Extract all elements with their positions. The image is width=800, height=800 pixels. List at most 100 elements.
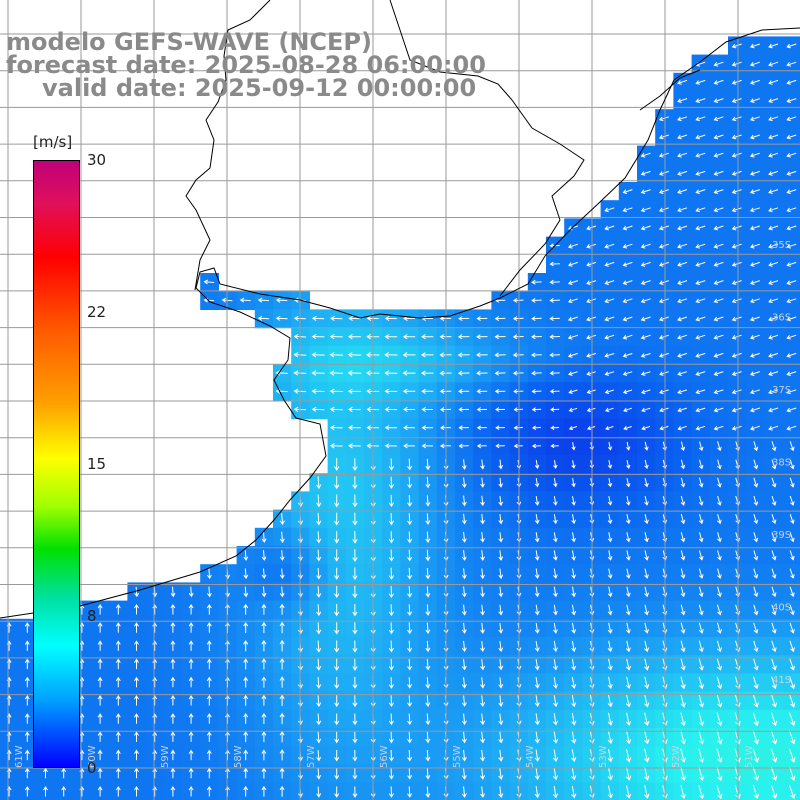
wind-arrow	[170, 767, 176, 779]
wind-arrow	[786, 316, 797, 322]
wind-arrow	[407, 531, 413, 544]
wind-arrow	[152, 676, 158, 688]
wind-arrow	[768, 261, 779, 267]
wind-arrow	[152, 694, 158, 706]
wind-arrow	[786, 116, 797, 122]
wind-arrow	[680, 712, 686, 727]
wind-arrow	[134, 713, 139, 724]
wind-arrow	[713, 79, 724, 85]
wind-arrow	[622, 353, 633, 358]
wind-arrow	[713, 352, 724, 358]
wind-arrow	[571, 442, 576, 451]
wind-arrow	[768, 316, 779, 322]
wind-arrow	[498, 659, 504, 671]
wind-arrow	[625, 712, 632, 726]
latitude-label: 35S	[772, 240, 791, 251]
wind-arrow	[206, 640, 212, 651]
wind-arrow	[476, 407, 488, 412]
wind-arrow	[571, 532, 576, 543]
wind-arrow	[261, 621, 267, 634]
wind-arrow	[768, 43, 779, 49]
wind-arrow	[698, 676, 704, 690]
wind-arrow	[97, 640, 103, 651]
wind-arrow	[352, 786, 358, 798]
wind-arrow	[311, 352, 325, 358]
wind-arrow	[786, 334, 797, 340]
wind-arrow	[786, 407, 797, 413]
wind-arrow	[549, 297, 560, 303]
wind-arrow	[170, 785, 176, 797]
wind-arrow	[677, 116, 688, 122]
wind-arrow	[695, 425, 706, 431]
wind-arrow	[97, 713, 103, 724]
wind-arrow	[498, 641, 504, 653]
wind-arrow	[768, 352, 779, 358]
wind-arrow	[261, 568, 267, 580]
wind-arrow	[677, 243, 688, 249]
wind-arrow	[480, 731, 486, 744]
wind-arrow	[388, 531, 395, 544]
wind-arrow	[607, 730, 613, 745]
wind-arrow	[768, 207, 779, 213]
wind-arrow	[170, 603, 176, 615]
wind-arrow	[752, 694, 759, 708]
wind-arrow	[203, 279, 215, 285]
wind-arrow	[279, 513, 285, 526]
wind-arrow	[261, 603, 267, 615]
latitude-labels: 35S 36S 37S 38S 39S 40S 41S	[772, 240, 791, 686]
wind-arrow	[677, 225, 688, 231]
wind-arrow	[457, 334, 470, 340]
longitude-label: 51W	[744, 745, 755, 768]
wind-arrow	[789, 622, 795, 634]
wind-arrow	[352, 658, 358, 671]
longitude-label: 59W	[160, 745, 171, 768]
wind-arrow	[334, 677, 340, 689]
wind-arrow	[695, 152, 706, 158]
wind-arrow	[753, 640, 759, 653]
wind-arrow	[571, 496, 576, 506]
wind-arrow	[571, 586, 577, 598]
wind-arrow	[552, 713, 559, 726]
title-model: modelo GEFS-WAVE (NCEP)	[6, 28, 372, 56]
wind-arrow	[425, 477, 431, 489]
wind-arrow	[571, 568, 577, 579]
wind-arrow	[623, 407, 632, 413]
wind-arrow	[43, 767, 48, 779]
wind-arrow	[625, 586, 631, 598]
wind-arrow	[553, 586, 558, 598]
wind-arrow	[388, 567, 395, 580]
wind-arrow	[749, 134, 760, 140]
colorbar-tick-0: 0	[87, 759, 97, 777]
wind-arrow	[607, 658, 613, 671]
wind-arrow	[243, 785, 249, 797]
wind-arrow	[677, 189, 688, 194]
wind-arrow	[425, 513, 431, 525]
wind-arrow	[658, 261, 669, 267]
wind-arrow	[311, 315, 325, 322]
wind-arrow	[717, 532, 722, 543]
wind-arrow	[384, 406, 398, 413]
wind-arrow	[461, 749, 467, 762]
wind-arrow	[644, 622, 649, 634]
wind-arrow	[480, 513, 485, 525]
wind-arrow	[786, 261, 797, 267]
wind-arrow	[115, 713, 121, 724]
wind-arrow	[279, 639, 285, 652]
wind-arrow	[388, 786, 394, 798]
wind-arrow	[316, 476, 322, 490]
wind-arrow	[607, 694, 613, 708]
wind-arrow	[531, 297, 542, 303]
wind-arrow	[334, 512, 340, 526]
wind-arrow	[771, 532, 777, 543]
wind-arrow	[731, 352, 742, 358]
wind-arrow	[243, 676, 249, 688]
wind-arrow	[152, 603, 158, 615]
wind-arrow	[421, 315, 433, 322]
wind-arrow	[659, 425, 669, 431]
wind-arrow	[407, 786, 413, 798]
wind-arrow	[625, 622, 631, 634]
wind-arrow	[407, 658, 413, 671]
wind-arrow	[731, 243, 742, 249]
wind-arrow	[329, 333, 343, 340]
wind-arrow	[644, 586, 649, 598]
